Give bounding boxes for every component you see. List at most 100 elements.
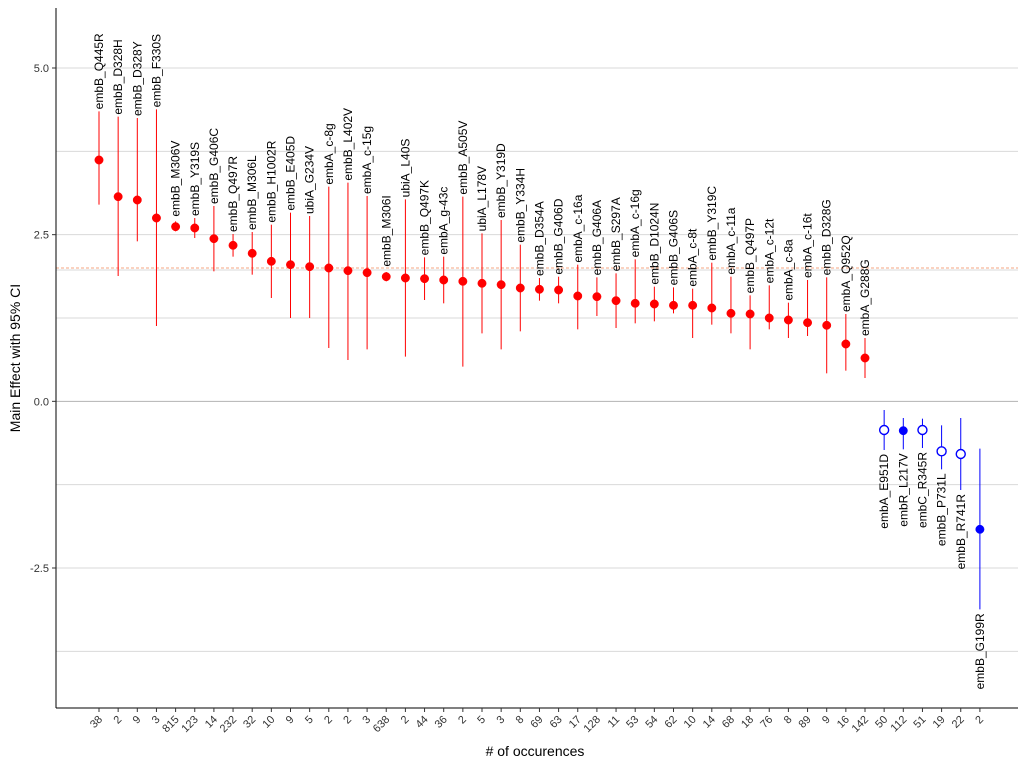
x-tick-label: 54 [643, 714, 660, 731]
mutation-label: embB_E405D [284, 136, 298, 211]
mutation-label: embB_G406D [552, 198, 566, 274]
mutation-label: embA_c-12t [762, 218, 776, 283]
mutation-label: embA_E951D [877, 454, 891, 529]
mutation-label: embB_D328Y [130, 41, 144, 116]
estimate-point [783, 315, 793, 325]
x-tick-label: 17 [567, 714, 584, 731]
estimate-point [611, 296, 621, 306]
estimate-point [860, 353, 870, 363]
mutation-label: embB_M306V [169, 141, 183, 217]
y-tick-label: 0.0 [34, 396, 49, 408]
x-tick-label: 62 [662, 714, 679, 731]
mutation-label: embB_Q497P [743, 218, 757, 293]
x-tick-label: 123 [179, 714, 200, 735]
mutation-label: embB_Y319S [188, 142, 202, 216]
estimate-point [917, 424, 928, 436]
mutation-label: embA_Q952Q [839, 235, 853, 312]
x-tick-label: 14 [701, 714, 718, 731]
x-tick-label: 638 [371, 714, 392, 735]
mutation-label: embA_g-43c [437, 187, 451, 255]
mutation-label: embB_Q445R [92, 33, 106, 109]
mutation-label: embA_c-16a [571, 194, 585, 262]
estimate-point [228, 240, 238, 250]
mutation-label: ubiA_G234V [303, 146, 317, 214]
mutation-label: embB_H1002R [264, 140, 278, 222]
estimate-point [400, 273, 410, 283]
estimate-point [439, 275, 449, 285]
mutation-label: embB_D1024N [647, 203, 661, 285]
x-tick-label: 32 [241, 714, 258, 731]
estimate-point [305, 262, 315, 272]
estimate-point [669, 300, 678, 310]
mutation-label: embA_c-15g [360, 126, 374, 194]
estimate-point [515, 283, 525, 293]
mutation-label: embB_L402V [341, 108, 355, 181]
estimate-point [247, 248, 257, 258]
x-tick-label: 142 [850, 714, 871, 735]
estimate-point [955, 448, 966, 460]
estimate-point [878, 424, 890, 436]
y-tick-label: -2.5 [30, 563, 49, 575]
x-tick-label: 76 [758, 714, 775, 731]
mutation-label: embB_D328G [820, 199, 834, 275]
estimate-point [132, 195, 142, 205]
mutation-labels: embB_Q445R embB_D328H embB_D328Y embB_F330S… [92, 33, 987, 689]
mutation-label: embB_Y319D [494, 143, 508, 218]
estimate-point [286, 260, 295, 270]
mutation-label: embB_M306L [245, 155, 259, 230]
x-tick-label: 2 [111, 714, 124, 727]
estimate-point [573, 291, 583, 301]
x-axis-title: # of occurences [486, 743, 585, 759]
x-tick-label: 2 [399, 714, 412, 727]
estimate-point [362, 268, 372, 278]
x-tick-label: 2 [456, 714, 469, 727]
x-tick-label: 9 [131, 714, 144, 727]
estimate-point [688, 300, 698, 310]
estimate-point [822, 320, 832, 330]
x-tick-label: 16 [835, 714, 852, 731]
estimate-points [94, 155, 985, 534]
estimate-point [745, 309, 755, 319]
mutation-label: embA_G288G [858, 259, 872, 336]
estimate-point [209, 234, 219, 244]
estimate-point [94, 155, 104, 165]
estimate-point [190, 223, 200, 233]
y-tick-label: 2.5 [34, 230, 49, 242]
estimate-point [764, 313, 774, 323]
mutation-label: embA_c-16t [801, 213, 815, 278]
mutation-label: embA_c-11a [724, 207, 738, 274]
estimate-point [554, 285, 564, 295]
mutation-label: embC_R345R [915, 452, 929, 528]
mutation-label: embB_D354A [532, 201, 546, 276]
estimate-point [707, 303, 717, 313]
x-tick-label: 9 [820, 714, 833, 727]
estimate-point [458, 276, 468, 286]
mutation-label: embR_L217V [896, 453, 910, 526]
x-tick-label: 36 [433, 714, 450, 731]
x-tick-label: 8 [782, 714, 795, 727]
x-tick-label: 63 [548, 714, 565, 731]
estimate-point [477, 278, 487, 288]
x-tick-label: 38 [88, 714, 105, 731]
y-tick-label: 5.0 [34, 63, 49, 75]
x-tick-label: 128 [582, 714, 603, 735]
x-tick-label: 51 [911, 714, 928, 731]
estimate-point [898, 426, 908, 436]
mutation-label: embB_M306I [379, 195, 393, 266]
estimate-point [381, 272, 391, 282]
x-tick-label: 89 [797, 714, 814, 731]
x-tick-label: 53 [624, 714, 641, 731]
x-tick-label: 68 [720, 714, 737, 731]
estimate-point [496, 280, 506, 290]
mutation-label: embB_Q497R [226, 156, 240, 232]
x-tick-label: 10 [682, 714, 699, 731]
mutation-label: embA_c-16g [628, 189, 642, 257]
x-tick-label: 10 [260, 714, 277, 731]
estimate-point [975, 524, 985, 534]
mutation-label: embB_G406C [207, 128, 221, 204]
mutation-label: embB_D328H [111, 39, 125, 114]
reference-lines [56, 267, 1018, 271]
x-tick-label: 3 [150, 714, 163, 727]
x-tick-label: 815 [160, 714, 181, 735]
